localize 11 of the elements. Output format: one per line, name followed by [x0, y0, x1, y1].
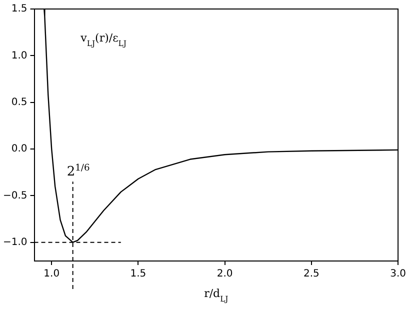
x-tick-label: 3.0	[390, 268, 406, 280]
y-tick-label: 1.0	[11, 50, 28, 62]
y-tick-label: 0.0	[11, 144, 28, 155]
y-tick-label: 0.5	[11, 96, 28, 108]
y-tick-label: −1.0	[2, 236, 28, 248]
x-tick-label: 1.0	[44, 268, 60, 280]
x-tick-label: 2.5	[303, 268, 320, 280]
y-tick-label: 1.5	[11, 4, 28, 15]
x-tick-label: 2.0	[216, 268, 233, 280]
x-tick-label: 1.5	[130, 268, 146, 280]
y-tick-label: −0.5	[2, 190, 28, 202]
